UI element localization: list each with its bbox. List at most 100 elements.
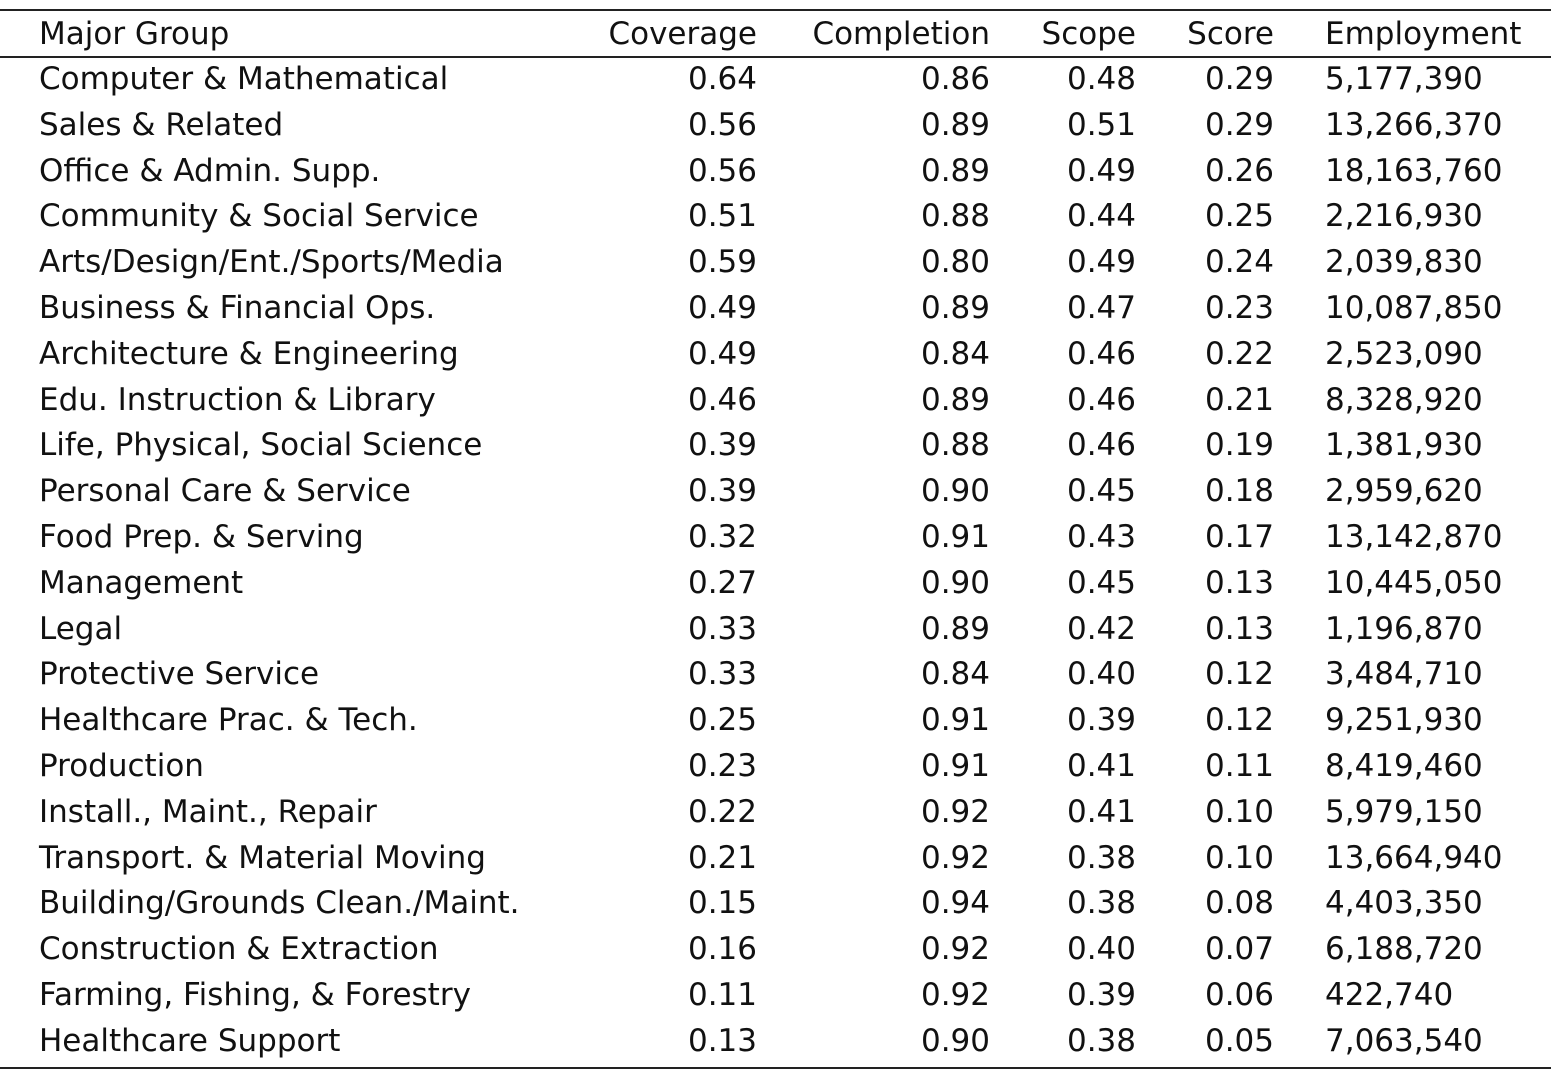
table-row: Transport. & Material Moving 0.21 0.92 0.38… bbox=[0, 836, 1551, 882]
cell-scope: 0.45 bbox=[1066, 564, 1136, 601]
cell-major-group: Edu. Instruction & Library bbox=[39, 381, 436, 418]
cell-employment: 13,142,870 bbox=[1325, 518, 1503, 555]
header-row: Major Group Coverage Completion Scope Sc… bbox=[0, 12, 1551, 55]
cell-coverage: 0.25 bbox=[687, 702, 757, 739]
cell-coverage: 0.56 bbox=[687, 106, 757, 143]
cell-score: 0.29 bbox=[1204, 106, 1274, 143]
cell-major-group: Office & Admin. Supp. bbox=[39, 152, 381, 189]
cell-coverage: 0.39 bbox=[687, 473, 757, 510]
cell-coverage: 0.46 bbox=[687, 381, 757, 418]
cell-major-group: Production bbox=[39, 747, 204, 784]
cell-completion: 0.89 bbox=[920, 381, 990, 418]
cell-coverage: 0.49 bbox=[687, 335, 757, 372]
cell-score: 0.12 bbox=[1204, 656, 1274, 693]
table-row: Arts/Design/Ent./Sports/Media 0.59 0.80 0.4… bbox=[0, 240, 1551, 286]
cell-employment: 5,979,150 bbox=[1325, 793, 1483, 830]
cell-score: 0.10 bbox=[1204, 793, 1274, 830]
table-row: Sales & Related 0.56 0.89 0.51 0.29 13,266,37… bbox=[0, 103, 1551, 149]
header-coverage: Coverage bbox=[608, 15, 757, 52]
cell-employment: 2,523,090 bbox=[1325, 335, 1483, 372]
cell-employment: 1,196,870 bbox=[1325, 610, 1483, 647]
cell-major-group: Sales & Related bbox=[39, 106, 284, 143]
cell-completion: 0.94 bbox=[920, 885, 990, 922]
cell-major-group: Arts/Design/Ent./Sports/Media bbox=[39, 244, 504, 281]
cell-scope: 0.40 bbox=[1066, 931, 1136, 968]
cell-employment: 2,039,830 bbox=[1325, 244, 1483, 281]
cell-coverage: 0.11 bbox=[687, 976, 757, 1013]
cell-score: 0.13 bbox=[1204, 564, 1274, 601]
cell-completion: 0.90 bbox=[920, 473, 990, 510]
table-row: Install., Maint., Repair 0.22 0.92 0.41 0.10… bbox=[0, 790, 1551, 836]
cell-coverage: 0.13 bbox=[687, 1022, 757, 1059]
cell-employment: 18,163,760 bbox=[1325, 152, 1503, 189]
cell-coverage: 0.59 bbox=[687, 244, 757, 281]
cell-major-group: Transport. & Material Moving bbox=[39, 839, 486, 876]
cell-score: 0.13 bbox=[1204, 610, 1274, 647]
cell-major-group: Install., Maint., Repair bbox=[39, 793, 377, 830]
major-group-table: Major Group Coverage Completion Scope Sc… bbox=[0, 12, 1551, 1065]
table-row: Personal Care & Service 0.39 0.90 0.45 0.18 2… bbox=[0, 469, 1551, 515]
cell-major-group: Protective Service bbox=[39, 656, 320, 693]
cell-completion: 0.89 bbox=[920, 610, 990, 647]
cell-major-group: Construction & Extraction bbox=[39, 931, 439, 968]
table-row: Life, Physical, Social Science 0.39 0.88 0.… bbox=[0, 423, 1551, 469]
cell-major-group: Food Prep. & Serving bbox=[39, 518, 364, 555]
cell-score: 0.24 bbox=[1204, 244, 1274, 281]
cell-employment: 10,445,050 bbox=[1325, 564, 1503, 601]
cell-scope: 0.38 bbox=[1066, 885, 1136, 922]
cell-scope: 0.47 bbox=[1066, 289, 1136, 326]
cell-score: 0.18 bbox=[1204, 473, 1274, 510]
header-scope: Scope bbox=[1041, 15, 1136, 52]
cell-major-group: Healthcare Prac. & Tech. bbox=[39, 702, 418, 739]
cell-completion: 0.89 bbox=[920, 152, 990, 189]
cell-scope: 0.49 bbox=[1066, 244, 1136, 281]
cell-major-group: Computer & Mathematical bbox=[39, 61, 449, 97]
cell-scope: 0.40 bbox=[1066, 656, 1136, 693]
cell-scope: 0.43 bbox=[1066, 518, 1136, 555]
cell-completion: 0.89 bbox=[920, 106, 990, 143]
cell-coverage: 0.22 bbox=[687, 793, 757, 830]
cell-score: 0.07 bbox=[1204, 931, 1274, 968]
cell-scope: 0.46 bbox=[1066, 427, 1136, 464]
header-rule bbox=[0, 56, 1551, 58]
cell-major-group: Management bbox=[39, 564, 244, 601]
cell-employment: 8,328,920 bbox=[1325, 381, 1483, 418]
table-row: Computer & Mathematical 0.64 0.86 0.48 0.29 5… bbox=[0, 55, 1551, 103]
cell-completion: 0.92 bbox=[920, 793, 990, 830]
table-row: Construction & Extraction 0.16 0.92 0.40 0.0… bbox=[0, 927, 1551, 973]
cell-completion: 0.92 bbox=[920, 839, 990, 876]
table-row: Edu. Instruction & Library 0.46 0.89 0.46 0.… bbox=[0, 378, 1551, 424]
cell-completion: 0.92 bbox=[920, 976, 990, 1013]
cell-scope: 0.49 bbox=[1066, 152, 1136, 189]
cell-coverage: 0.51 bbox=[687, 198, 757, 235]
cell-employment: 9,251,930 bbox=[1325, 702, 1483, 739]
cell-coverage: 0.64 bbox=[687, 61, 757, 97]
cell-scope: 0.42 bbox=[1066, 610, 1136, 647]
cell-employment: 5,177,390 bbox=[1325, 61, 1483, 97]
cell-score: 0.21 bbox=[1204, 381, 1274, 418]
cell-completion: 0.91 bbox=[920, 747, 990, 784]
cell-scope: 0.38 bbox=[1066, 1022, 1136, 1059]
cell-score: 0.11 bbox=[1204, 747, 1274, 784]
cell-completion: 0.88 bbox=[920, 198, 990, 235]
cell-coverage: 0.15 bbox=[687, 885, 757, 922]
cell-coverage: 0.16 bbox=[687, 931, 757, 968]
cell-score: 0.12 bbox=[1204, 702, 1274, 739]
cell-scope: 0.46 bbox=[1066, 335, 1136, 372]
cell-scope: 0.39 bbox=[1066, 976, 1136, 1013]
header-completion: Completion bbox=[812, 15, 990, 52]
cell-completion: 0.88 bbox=[920, 427, 990, 464]
cell-employment: 13,266,370 bbox=[1325, 106, 1503, 143]
table-row: Management 0.27 0.90 0.45 0.13 10,445,050 bbox=[0, 561, 1551, 607]
cell-scope: 0.46 bbox=[1066, 381, 1136, 418]
cell-score: 0.29 bbox=[1204, 61, 1274, 97]
header-score: Score bbox=[1187, 15, 1274, 52]
cell-completion: 0.91 bbox=[920, 702, 990, 739]
cell-employment: 422,740 bbox=[1325, 976, 1454, 1013]
cell-employment: 2,959,620 bbox=[1325, 473, 1483, 510]
table-row: Legal 0.33 0.89 0.42 0.13 1,196,870 bbox=[0, 607, 1551, 653]
cell-completion: 0.84 bbox=[920, 335, 990, 372]
cell-score: 0.26 bbox=[1204, 152, 1274, 189]
cell-coverage: 0.23 bbox=[687, 747, 757, 784]
cell-employment: 3,484,710 bbox=[1325, 656, 1483, 693]
